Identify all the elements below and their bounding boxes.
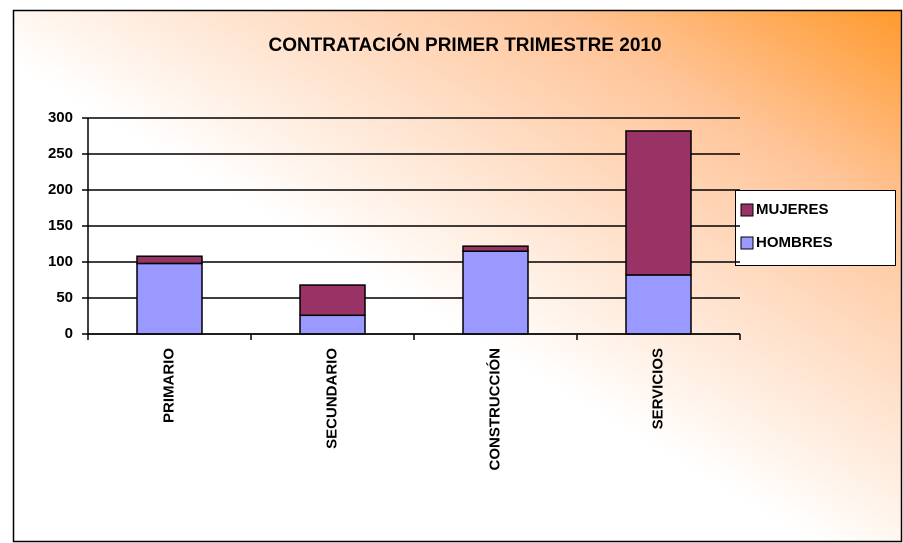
bar-segment	[136, 262, 203, 335]
bar-segment	[625, 274, 692, 335]
x-tick-label: SECUNDARIO	[323, 348, 340, 449]
y-tick-label: 150	[48, 217, 73, 234]
legend-label: HOMBRES	[756, 234, 833, 251]
legend-label: MUJERES	[756, 201, 829, 218]
chart-title: CONTRATACIÓN PRIMER TRIMESTRE 2010	[268, 34, 661, 56]
y-tick-label: 50	[56, 289, 73, 306]
y-tick-label: 300	[48, 109, 73, 126]
x-tick-label: SERVICIOS	[649, 348, 666, 429]
bar-segment	[462, 250, 529, 335]
y-tick-label: 0	[65, 325, 73, 342]
bar-segment	[136, 255, 203, 265]
legend	[735, 190, 896, 266]
bar-segment	[625, 130, 692, 276]
bar-segment	[299, 314, 366, 335]
y-tick-label: 100	[48, 253, 73, 270]
x-tick-label: PRIMARIO	[160, 348, 177, 423]
bar-segment	[462, 245, 529, 252]
y-tick-label: 200	[48, 181, 73, 198]
legend-swatch	[740, 236, 754, 250]
y-tick-label: 250	[48, 145, 73, 162]
legend-swatch	[740, 203, 754, 217]
bar-segment	[299, 284, 366, 317]
x-tick-label: CONSTRUCCIÓN	[485, 348, 503, 471]
